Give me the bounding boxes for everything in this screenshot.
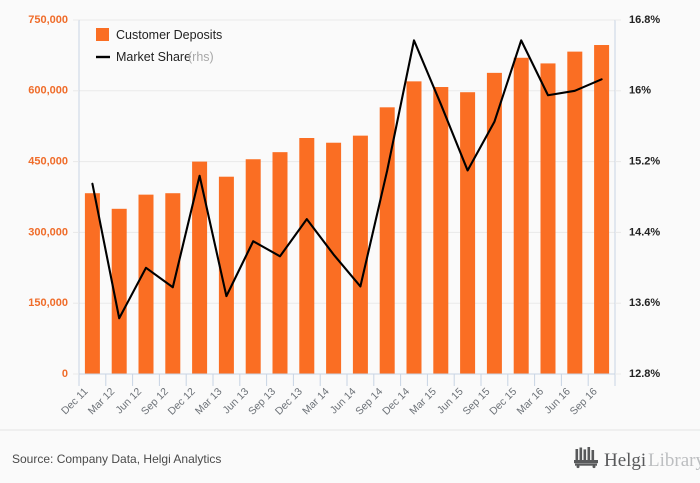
- helgi-library-logo: Helgi Library: [574, 447, 700, 471]
- bar-mar-13: [218, 176, 234, 374]
- legend-suffix-market-share: (rhs): [188, 50, 214, 64]
- legend-swatch-customer-deposits: [96, 28, 109, 41]
- source-note: Source: Company Data, Helgi Analytics: [12, 452, 221, 466]
- legend-label-customer-deposits: Customer Deposits: [116, 28, 222, 42]
- bar-dec-14: [406, 81, 422, 375]
- bar-dec-11: [84, 193, 100, 374]
- bar-dec-12: [192, 161, 208, 374]
- axes-group: [73, 19, 621, 386]
- bar-dec-13: [299, 138, 315, 374]
- left-tick-label: 600,000: [28, 85, 68, 97]
- legend-label-market-share: Market Share: [116, 50, 191, 64]
- logo-text-library: Library: [648, 450, 700, 471]
- bar-jun-13: [245, 159, 261, 374]
- bar-mar-16: [540, 63, 556, 375]
- bar-sep-13: [272, 152, 288, 374]
- left-tick-label: 150,000: [28, 297, 68, 309]
- right-tick-label: 16.8%: [629, 14, 660, 26]
- right-tick-label: 16%: [629, 85, 651, 97]
- left-tick-label: 0: [62, 368, 68, 380]
- logo-text-helgi: Helgi: [604, 450, 646, 471]
- bar-sep-15: [486, 72, 502, 375]
- bar-sep-16: [594, 45, 610, 375]
- right-tick-label: 15.2%: [629, 156, 660, 168]
- right-tick-label: 13.6%: [629, 297, 660, 309]
- bar-dec-15: [513, 57, 529, 374]
- left-tick-label: 450,000: [28, 156, 68, 168]
- bar-mar-14: [326, 142, 342, 374]
- bar-mar-12: [111, 208, 127, 374]
- bar-mar-15: [433, 87, 449, 375]
- left-axis-labels: 0 150,000 300,000 450,000 600,000 750,000: [28, 14, 68, 380]
- line-series-group: [91, 39, 603, 320]
- library-building-icon: [574, 447, 598, 469]
- bar-jun-15: [460, 92, 476, 374]
- right-axis-labels: 12.8% 13.6% 14.4% 15.2% 16% 16.8%: [629, 14, 660, 380]
- bar-sep-14: [379, 107, 395, 374]
- right-tick-label: 12.8%: [629, 368, 660, 380]
- bar-jun-14: [352, 135, 368, 374]
- line-market-share: [91, 39, 603, 320]
- chart-legend: Customer Deposits Market Share (rhs): [96, 28, 222, 64]
- bar-jun-12: [138, 194, 154, 374]
- left-tick-label: 300,000: [28, 226, 68, 238]
- left-tick-label: 750,000: [28, 14, 68, 26]
- right-tick-label: 14.4%: [629, 226, 660, 238]
- bar-jun-16: [567, 51, 583, 375]
- bars-group: [84, 45, 610, 375]
